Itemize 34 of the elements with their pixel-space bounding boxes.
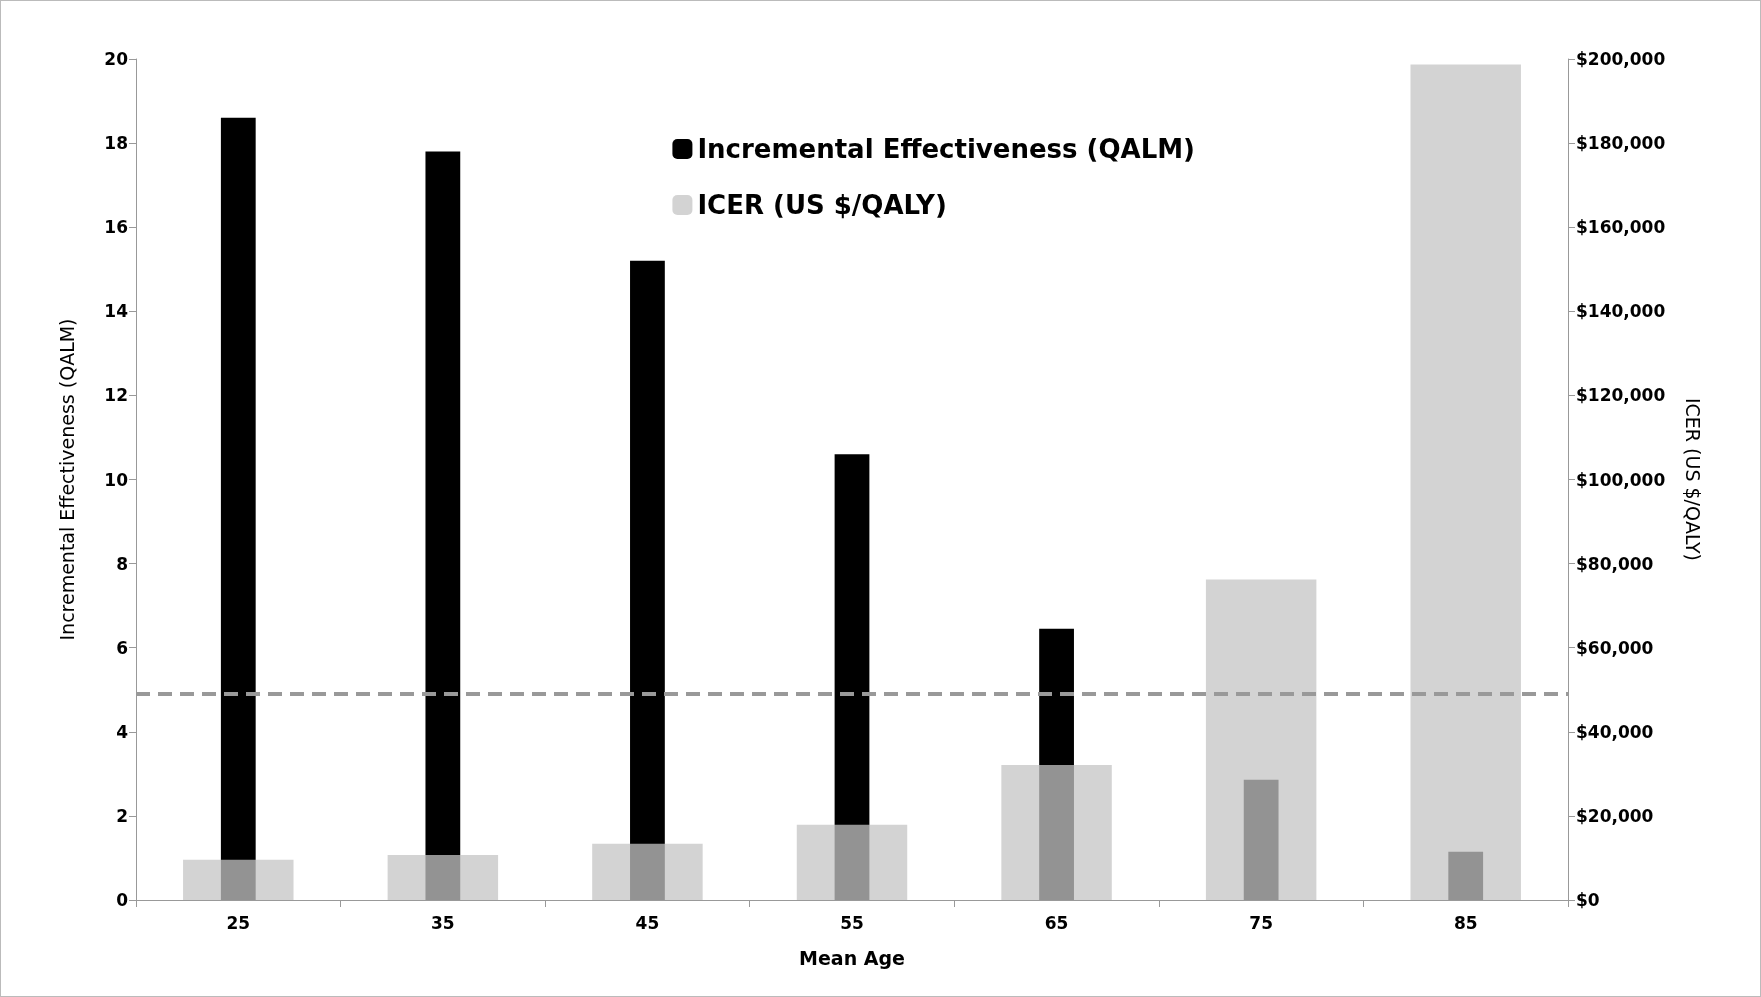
y-tick-label: 4 (116, 721, 129, 742)
x-tick-label: 85 (1453, 912, 1478, 933)
legend-label: ICER (US $/QALY) (697, 190, 947, 220)
y-tick-label: 18 (104, 133, 128, 154)
y-tick-label: 10 (104, 469, 129, 490)
y-tick-label: 8 (116, 553, 128, 574)
y2-tick-label: $80,000 (1576, 553, 1654, 574)
y2-axis-title: ICER (US $/QALY) (1681, 397, 1704, 562)
x-tick-label: 35 (431, 912, 455, 933)
y2-tick-label: $0 (1576, 890, 1600, 910)
x-tick-label: 55 (840, 912, 864, 933)
y2-tick-label: $120,000 (1576, 385, 1666, 406)
y2-tick-label: $140,000 (1576, 301, 1666, 322)
y2-tick-label: $40,000 (1576, 721, 1654, 742)
x-tick-label: 65 (1044, 912, 1069, 933)
y-tick-label: 0 (116, 890, 129, 910)
y-tick-label: 12 (104, 385, 128, 406)
y-tick-label: 6 (116, 637, 128, 658)
y2-tick-label: $20,000 (1576, 805, 1654, 826)
x-tick-label: 45 (635, 912, 660, 933)
y2-tick-label: $100,000 (1576, 469, 1666, 490)
x-tick-label: 25 (226, 912, 251, 933)
y-tick-label: 2 (116, 805, 128, 826)
x-tick-label: 75 (1249, 912, 1273, 933)
x-axis-title: Mean Age (799, 946, 905, 969)
y2-tick-label: $200,000 (1576, 49, 1666, 69)
y2-tick-label: $60,000 (1576, 637, 1654, 658)
y2-tick-label: $160,000 (1576, 217, 1666, 238)
y-tick-label: 14 (104, 301, 129, 322)
y-axis-title: Incremental Effectiveness (QALM) (55, 318, 78, 641)
y2-tick-label: $180,000 (1576, 133, 1666, 154)
y-tick-label: 16 (104, 217, 128, 238)
y-tick-label: 20 (104, 49, 129, 69)
legend-label: Incremental Effectiveness (QALM) (697, 134, 1195, 164)
